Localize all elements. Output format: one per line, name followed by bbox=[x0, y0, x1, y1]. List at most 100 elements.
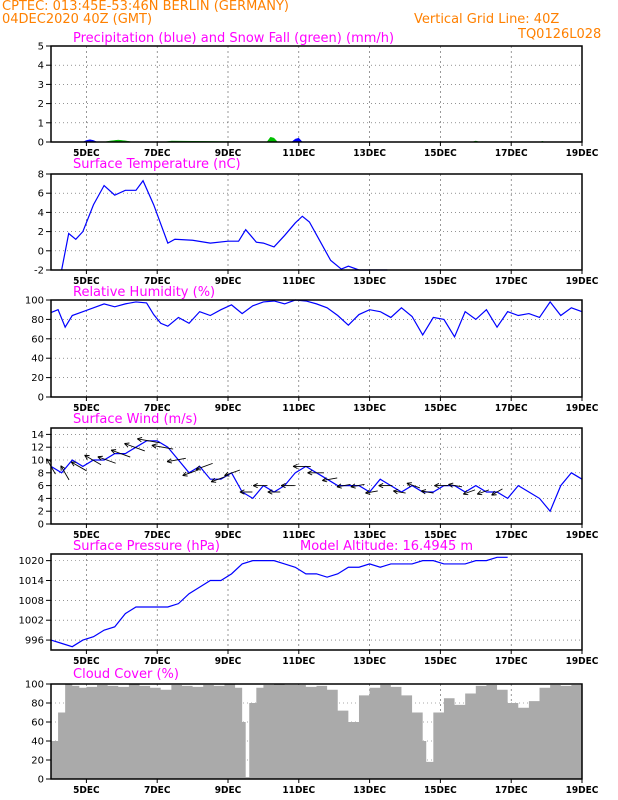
wind-arrow bbox=[195, 462, 213, 470]
wind-arrow bbox=[463, 489, 476, 495]
temp-xtick-label: 15DEC bbox=[424, 276, 457, 287]
wind-arrow bbox=[111, 449, 131, 458]
wind-arrow bbox=[124, 443, 145, 452]
wind-arrow bbox=[182, 469, 199, 477]
press-xtick-label: 7DEC bbox=[144, 656, 171, 667]
wind-arrowhead bbox=[252, 483, 258, 489]
rh-xtick-label: 7DEC bbox=[144, 403, 171, 414]
press-ytick-label: 1002 bbox=[19, 616, 44, 627]
rh-xtick-label: 19DEC bbox=[566, 403, 599, 414]
rh-ytick-label: 60 bbox=[31, 334, 44, 345]
wind-arrow bbox=[137, 438, 160, 444]
wind-arrow bbox=[365, 490, 378, 494]
cloud-xtick-label: 9DEC bbox=[215, 785, 242, 796]
wind-frame bbox=[50, 427, 583, 525]
wind-arrow bbox=[406, 482, 421, 489]
wind-arrow bbox=[448, 483, 463, 488]
cloud-xtick-label: 13DEC bbox=[353, 785, 386, 796]
wind-ytick-label: 4 bbox=[38, 494, 44, 505]
wind-xtick-label: 17DEC bbox=[495, 530, 528, 541]
cloud-cover-area bbox=[51, 684, 582, 779]
wind-arrowhead bbox=[292, 463, 298, 469]
header-grid-note: Vertical Grid Line: 40Z bbox=[414, 12, 560, 27]
wind-arrow bbox=[393, 490, 406, 494]
wind-arrowhead bbox=[462, 490, 469, 496]
wind-arrowhead bbox=[166, 458, 173, 464]
wind-arrow bbox=[70, 461, 87, 472]
press-panel: 996 1002 1008 1014 1020 5DEC 7DEC 9DEC 11DEC 13DE… bbox=[19, 539, 599, 667]
precip-xtick-label: 7DEC bbox=[144, 148, 171, 159]
press-frame bbox=[50, 553, 583, 651]
wind-xtick-label: 7DEC bbox=[144, 530, 171, 541]
wind-arrowhead bbox=[350, 483, 356, 489]
wind-arrowhead bbox=[151, 443, 157, 449]
wind-arrow bbox=[336, 483, 351, 488]
wind-arrowhead bbox=[322, 477, 328, 483]
temp-xtick-label: 13DEC bbox=[353, 276, 386, 287]
rh-line bbox=[50, 299, 583, 339]
precip-title: Precipitation (blue) and Snow Fall (gree… bbox=[73, 31, 394, 46]
rh-panel: 0 20 40 60 80 100 5DEC 7DEC 9DEC 11DEC 13DEC 15DEC 1… bbox=[25, 285, 599, 414]
temp-ytick-label: -2 bbox=[34, 266, 44, 277]
cloud-ytick-label: 0 bbox=[38, 775, 44, 786]
cloud-title: Cloud Cover (%) bbox=[73, 667, 179, 682]
temp-ytick-label: 4 bbox=[38, 208, 44, 219]
wind-ytick-label: 2 bbox=[38, 507, 44, 518]
precip-frame bbox=[50, 45, 583, 143]
header-location: CPTEC: 013:45E-53:46N BERLIN (GERMANY) bbox=[2, 0, 289, 14]
rh-frame bbox=[50, 299, 583, 398]
temp-line bbox=[61, 179, 388, 271]
wind-arrowhead bbox=[336, 483, 342, 489]
header-code: TQ0126L028 bbox=[518, 27, 602, 42]
temp-xtick-label: 9DEC bbox=[215, 276, 242, 287]
cloud-ytick-label: 40 bbox=[31, 737, 44, 748]
wind-xtick-label: 11DEC bbox=[282, 530, 315, 541]
precip-xtick-label: 5DEC bbox=[73, 148, 100, 159]
wind-panel: 0 2 4 6 810 12 14 5DEC 7DEC 9DEC 11DEC 13DEC 15DEC 17… bbox=[31, 412, 598, 541]
temp-ytick-label: 0 bbox=[38, 246, 44, 257]
press-xtick-label: 13DEC bbox=[353, 656, 386, 667]
wind-arrowhead bbox=[393, 489, 399, 495]
press-ytick-label: 1014 bbox=[19, 576, 44, 587]
header-datetime: 04DEC2020 40Z (GMT) bbox=[2, 12, 153, 27]
rh-title: Relative Humidity (%) bbox=[73, 285, 215, 300]
wind-arrow bbox=[350, 483, 365, 488]
press-xtick-label: 5DEC bbox=[73, 656, 100, 667]
temp-xtick-label: 19DEC bbox=[566, 276, 599, 287]
temp-frame bbox=[50, 173, 583, 271]
temp-panel: -2 0 2 4 6 8 5DEC 7DEC 9DEC 11DEC 13DEC 15DEC 17DEC 1… bbox=[34, 157, 599, 287]
wind-arrowhead bbox=[267, 489, 273, 495]
precip-ytick-label: 3 bbox=[38, 80, 44, 91]
rh-xtick-label: 11DEC bbox=[282, 403, 315, 414]
cloud-panel: 0 20 40 60 80 100 5DEC 7DEC 9DEC 11DEC 13DEC 15DEC 1… bbox=[25, 667, 599, 796]
precip-ytick-label: 0 bbox=[38, 138, 44, 149]
press-ytick-label: 996 bbox=[25, 636, 44, 647]
wind-arrow bbox=[151, 444, 174, 450]
wind-arrowhead bbox=[365, 489, 371, 495]
rh-ytick-label: 40 bbox=[31, 354, 44, 365]
wind-arrowhead bbox=[491, 490, 497, 496]
wind-xtick-label: 19DEC bbox=[566, 530, 599, 541]
wind-arrowhead bbox=[378, 483, 384, 489]
wind-arrow bbox=[60, 465, 70, 481]
wind-arrowhead bbox=[195, 465, 202, 471]
cloud-xtick-label: 5DEC bbox=[73, 785, 100, 796]
press-title: Surface Pressure (hPa) bbox=[73, 539, 220, 554]
temp-title: Surface Temperature (nC) bbox=[73, 157, 241, 172]
wind-ytick-label: 0 bbox=[38, 520, 44, 531]
wind-arrow bbox=[167, 457, 186, 463]
press-ytick-label: 1020 bbox=[19, 556, 44, 567]
wind-arrowhead bbox=[137, 437, 143, 443]
rh-xtick-label: 5DEC bbox=[73, 403, 100, 414]
wind-arrowhead bbox=[307, 470, 313, 476]
cloud-xtick-label: 11DEC bbox=[282, 785, 315, 796]
wind-xtick-label: 9DEC bbox=[215, 530, 242, 541]
wind-ytick-label: 6 bbox=[38, 481, 44, 492]
press-xtick-label: 11DEC bbox=[282, 656, 315, 667]
cloud-ytick-label: 60 bbox=[31, 718, 44, 729]
wind-arrowhead bbox=[420, 489, 427, 495]
wind-xtick-label: 5DEC bbox=[73, 530, 100, 541]
wind-arrow bbox=[477, 489, 490, 495]
wind-arrow bbox=[322, 477, 338, 481]
